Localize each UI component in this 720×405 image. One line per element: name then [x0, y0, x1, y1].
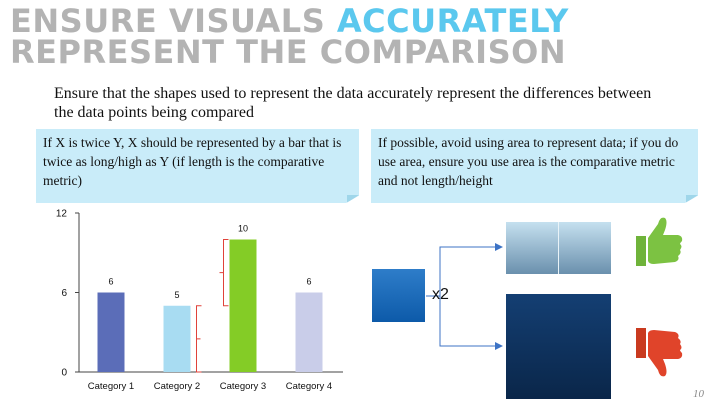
bracket-category-3 [219, 239, 229, 307]
category-label: Category 4 [286, 381, 332, 392]
category-label: Category 2 [154, 381, 200, 392]
arrow-to-bad [439, 296, 503, 350]
y-tick-label: 12 [56, 209, 68, 220]
title-accent: ACCURATELY [336, 2, 569, 40]
bar [163, 305, 191, 372]
bar-value-label: 10 [238, 224, 248, 234]
doubled-area-rectangles [506, 222, 611, 274]
note-area: If possible, avoid using area to represe… [371, 129, 698, 203]
note-bar-length: If X is twice Y, X should be represented… [36, 129, 359, 203]
bar-value-label: 6 [306, 277, 311, 287]
title-line2: REPRESENT THE COMPARISON [10, 33, 567, 71]
bar-chart: 0 6 12 6 Category 1 5 Category 2 10 Category 3 6 C… [56, 209, 343, 392]
slide-subtitle: Ensure that the shapes used to represent… [54, 85, 652, 121]
category-label: Category 1 [88, 381, 134, 392]
y-tick-label: 6 [61, 288, 67, 299]
title-part1: ENSURE VISUALS [10, 2, 337, 40]
category-label: Category 3 [220, 381, 266, 392]
bar-value-label: 6 [108, 277, 113, 287]
thumbs-down-icon [636, 328, 683, 377]
small-square [372, 269, 425, 322]
slide-title: ENSURE VISUALS ACCURATELY REPRESENT THE … [10, 5, 710, 71]
bar [295, 292, 323, 372]
bar-value-label: 5 [174, 290, 179, 300]
bar [229, 239, 257, 372]
bar [97, 292, 125, 372]
multiplier-label: x2 [432, 286, 449, 303]
thumbs-up-icon [636, 217, 683, 266]
doubled-length-square [506, 294, 611, 399]
y-tick-label: 0 [61, 368, 67, 379]
page-number: 10 [693, 388, 704, 400]
bracket-category-2 [196, 305, 202, 373]
